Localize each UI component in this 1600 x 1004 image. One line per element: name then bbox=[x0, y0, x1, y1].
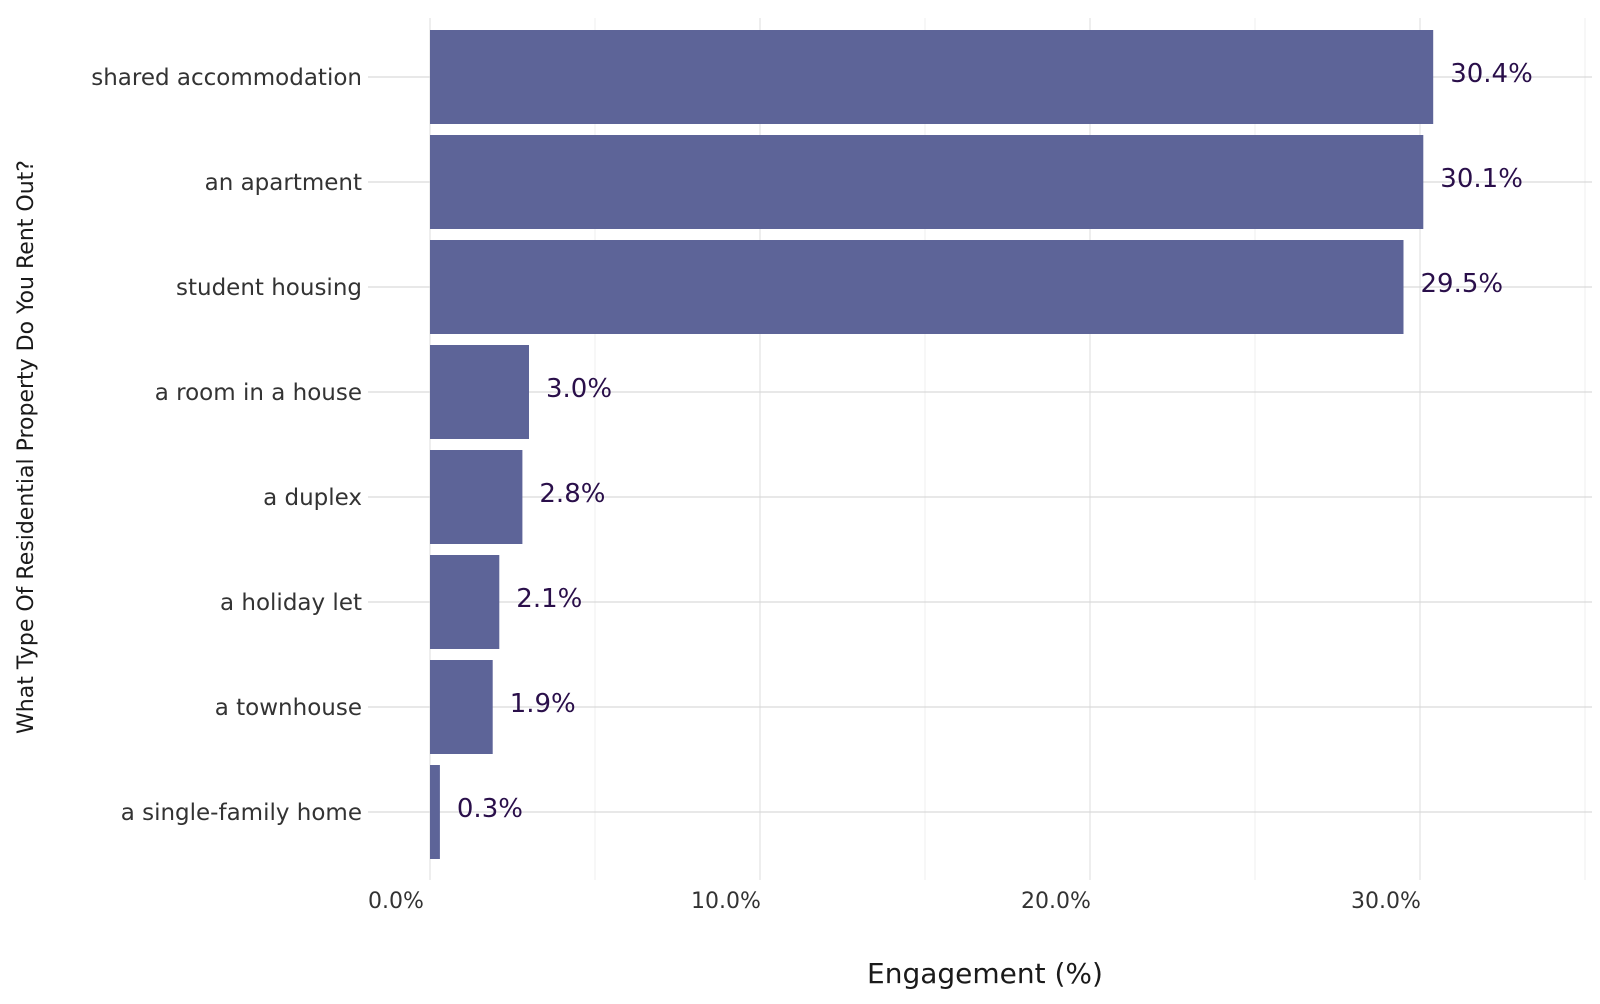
data-label: 0.3% bbox=[457, 794, 523, 824]
data-label: 30.4% bbox=[1450, 59, 1533, 89]
data-label: 30.1% bbox=[1440, 164, 1523, 194]
y-axis-title: What Type Of Residential Property Do You… bbox=[14, 160, 39, 734]
y-tick-label: a duplex bbox=[263, 485, 362, 511]
data-label: 2.1% bbox=[516, 584, 582, 614]
bar-a-holiday-let bbox=[430, 555, 500, 649]
x-axis-title: Engagement (%) bbox=[867, 957, 1103, 990]
y-tick-label: student housing bbox=[176, 275, 362, 301]
data-label: 1.9% bbox=[510, 689, 576, 719]
data-label: 3.0% bbox=[546, 374, 612, 404]
y-tick-label: an apartment bbox=[205, 170, 362, 196]
data-labels: 30.4% 30.1% 29.5% 3.0% 2.8% 2.1% 1.9% 0.3% bbox=[457, 59, 1533, 824]
y-tick-label: a holiday let bbox=[220, 590, 362, 616]
bar-an-apartment bbox=[430, 135, 1424, 229]
bar-a-room-in-a-house bbox=[430, 345, 529, 439]
x-tick-label: 10.0% bbox=[691, 889, 761, 914]
bars bbox=[430, 30, 1434, 859]
y-axis-tick-labels: shared accommodation an apartment student … bbox=[91, 65, 362, 826]
bar-shared-accommodation bbox=[430, 30, 1434, 124]
x-tick-label: 20.0% bbox=[1021, 889, 1091, 914]
x-tick-label: 0.0% bbox=[368, 889, 424, 914]
y-tick-label: shared accommodation bbox=[91, 65, 362, 91]
y-tick-label: a room in a house bbox=[155, 380, 362, 406]
y-tick-label: a single-family home bbox=[121, 800, 362, 826]
data-label: 29.5% bbox=[1421, 269, 1504, 299]
x-axis-tick-labels: 0.0% 10.0% 20.0% 30.0% bbox=[368, 889, 1421, 914]
x-tick-label: 30.0% bbox=[1351, 889, 1421, 914]
bar-a-townhouse bbox=[430, 660, 493, 754]
bar-student-housing bbox=[430, 240, 1404, 334]
y-tick-label: a townhouse bbox=[215, 695, 362, 721]
bar-a-duplex bbox=[430, 450, 523, 544]
data-label: 2.8% bbox=[539, 479, 605, 509]
bar-a-single-family-home bbox=[430, 765, 440, 859]
